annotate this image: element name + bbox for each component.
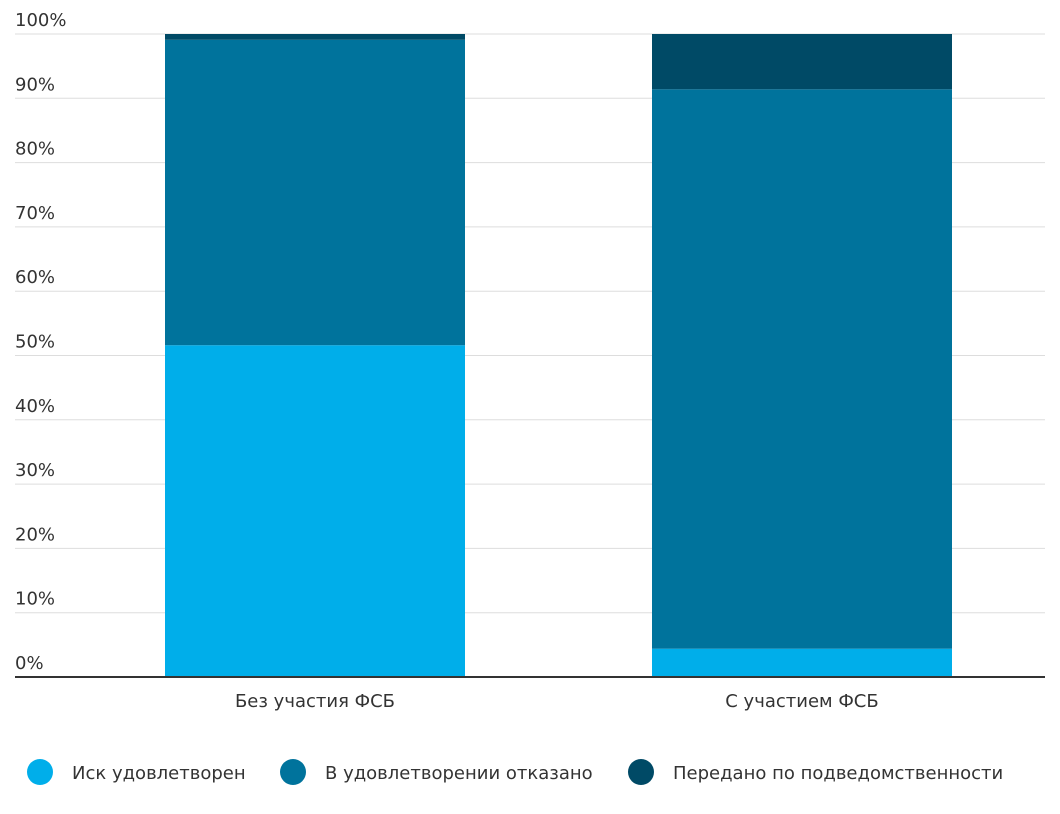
legend-label: Иск удовлетворен [72, 763, 246, 784]
y-tick-label: 40% [15, 396, 55, 417]
x-tick-label: С участием ФСБ [725, 691, 878, 712]
legend-label: Передано по подведомственности [673, 763, 1003, 784]
bar-segment [652, 34, 952, 90]
bar-segment [652, 648, 952, 677]
x-tick-label: Без участия ФСБ [235, 691, 395, 712]
y-tick-label: 10% [15, 589, 55, 610]
y-tick-label: 70% [15, 203, 55, 224]
legend-marker [280, 759, 306, 785]
legend-marker [27, 759, 53, 785]
bar-segment [165, 39, 465, 346]
y-tick-label: 100% [15, 10, 66, 31]
y-tick-label: 20% [15, 524, 55, 545]
bar-segment [165, 34, 465, 40]
bar-segment [652, 89, 952, 649]
y-tick-label: 60% [15, 267, 55, 288]
y-tick-label: 0% [15, 653, 44, 674]
legend-label: В удовлетворении отказано [325, 763, 593, 784]
legend-marker [628, 759, 654, 785]
bar-segment [165, 345, 465, 677]
y-tick-label: 50% [15, 332, 55, 353]
y-tick-label: 80% [15, 139, 55, 160]
y-tick-label: 30% [15, 460, 55, 481]
y-tick-label: 90% [15, 74, 55, 95]
